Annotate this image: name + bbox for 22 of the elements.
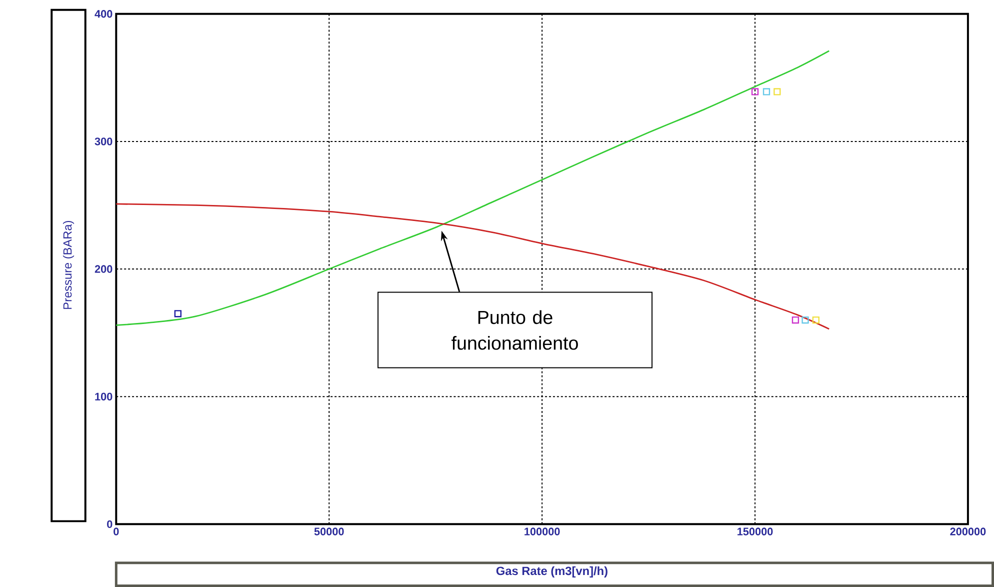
x-tick-label: 100000 [524, 528, 560, 536]
line-series [115, 203, 830, 330]
point [174, 310, 182, 318]
x-tick-label: 150000 [738, 528, 773, 536]
y-axis-title: Pressure (BARa) [62, 220, 74, 309]
point [774, 88, 781, 96]
point [802, 316, 809, 324]
y-tick-label: 400 [94, 10, 112, 18]
annotation: Punto de funcionamiento [452, 310, 578, 350]
point [751, 88, 759, 96]
point [792, 316, 800, 324]
line-series [115, 50, 830, 326]
point [762, 88, 770, 96]
point [812, 316, 820, 324]
y-tick-label: 100 [95, 392, 112, 400]
y-tick-label: 0 [107, 520, 112, 528]
x-tick-label: 0 [114, 528, 119, 536]
x-tick-label: 200000 [950, 528, 986, 536]
y-tick-label: 200 [94, 265, 112, 273]
x-axis-title: Gas Rate (m3[vn]/h) [496, 566, 608, 578]
y-tick-label: 300 [94, 138, 112, 146]
x-tick-label: 50000 [314, 528, 344, 536]
